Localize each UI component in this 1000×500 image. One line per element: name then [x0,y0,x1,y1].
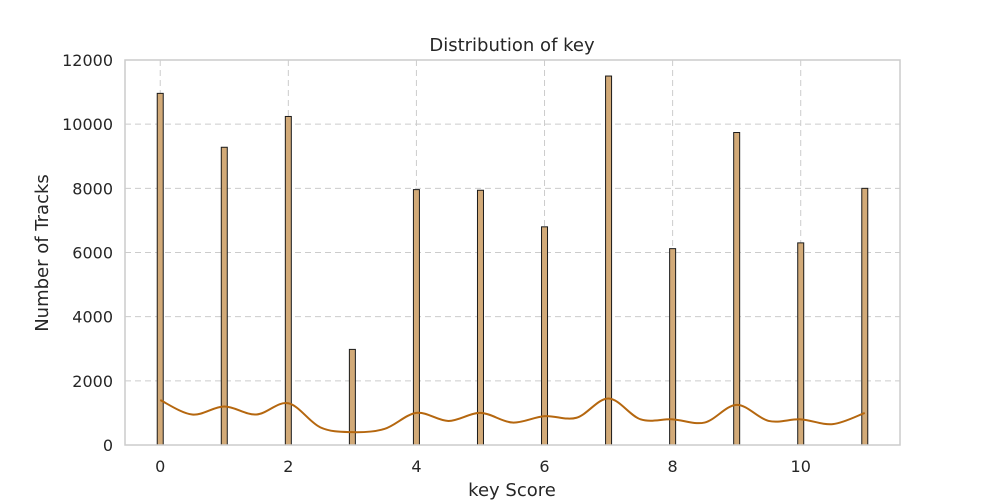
y-tick-label: 12000 [62,51,113,70]
y-tick-label: 2000 [72,372,113,391]
x-tick-label: 0 [155,457,165,476]
y-tick-label: 8000 [72,179,113,198]
chart-title: Distribution of key [429,35,595,56]
y-tick-label: 10000 [62,115,113,134]
bar [156,92,164,446]
x-tick-label: 10 [791,457,811,476]
y-axis-label: Number of Tracks [32,174,53,332]
x-tick-labels: 0 2 4 6 8 10 [155,457,811,476]
x-axis-label: key Score [468,480,556,500]
grid-lines [125,59,900,446]
bar [476,189,484,446]
x-tick-label: 6 [539,457,549,476]
bar [412,189,420,446]
y-tick-label: 4000 [72,308,113,327]
bar [220,146,228,446]
y-tick-label: 0 [103,436,113,455]
kde-curve [159,397,866,434]
x-tick-label: 4 [411,457,421,476]
bar [669,248,677,446]
bar [348,348,356,446]
plot-frame [124,59,901,446]
y-tick-label: 6000 [72,244,113,263]
x-tick-label: 2 [283,457,293,476]
bar [861,187,869,446]
y-tick-labels: 0 2000 4000 6000 8000 10000 12000 [62,51,113,455]
bar [541,226,549,446]
bar [605,75,613,446]
bar [797,242,805,446]
bar [733,132,741,446]
x-tick-label: 8 [668,457,678,476]
bar [284,115,292,446]
bars [156,75,869,446]
